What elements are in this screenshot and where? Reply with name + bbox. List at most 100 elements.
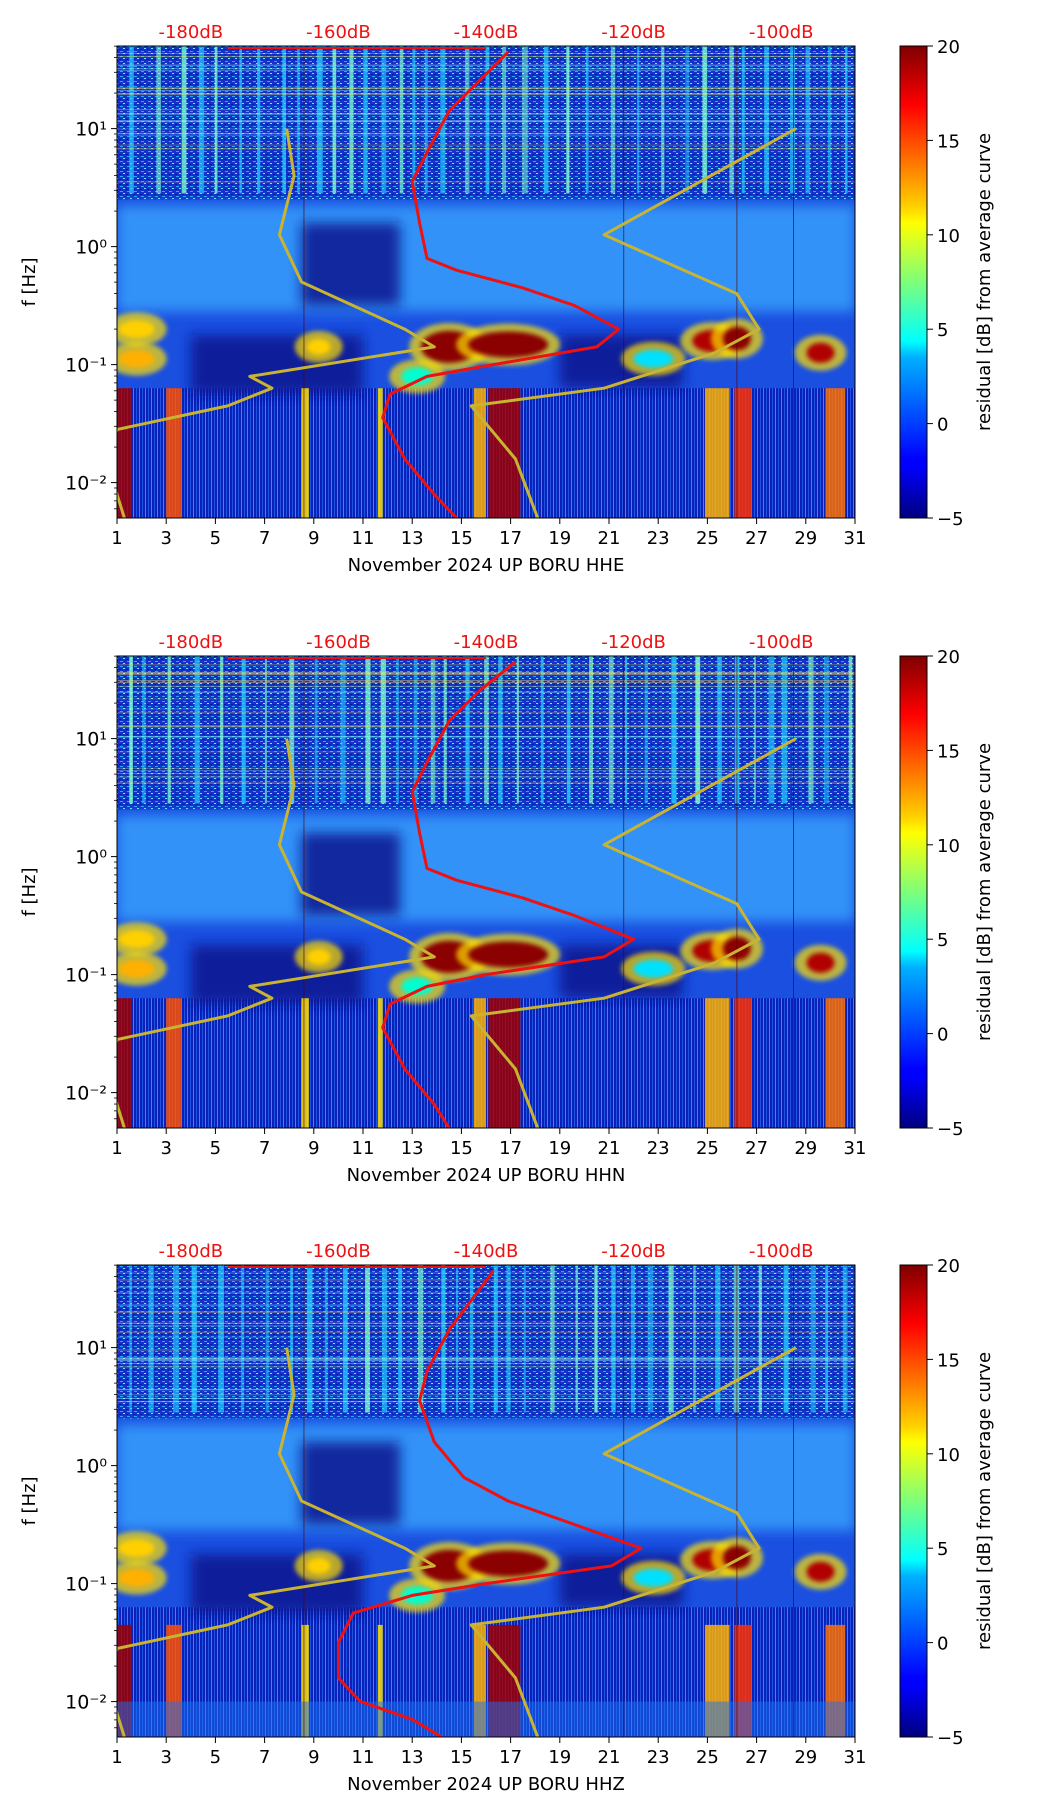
y-tick-label: 10⁻² xyxy=(65,1692,107,1714)
hf-line xyxy=(117,89,855,91)
daily-stripe xyxy=(412,46,416,194)
daily-stripe xyxy=(768,656,775,804)
x-tick-label: 11 xyxy=(352,1138,375,1159)
event-blob xyxy=(118,1568,155,1587)
hf-line xyxy=(117,1286,855,1288)
x-tick-label: 31 xyxy=(844,528,867,549)
hf-line xyxy=(117,1322,855,1324)
y-tick-label: 10⁻¹ xyxy=(65,965,107,987)
daily-stripe xyxy=(382,1265,388,1413)
colorbar-tick-label: 10 xyxy=(937,226,960,247)
noise-model-curve xyxy=(117,1347,436,1737)
hf-line xyxy=(117,1311,855,1313)
hf-line xyxy=(117,121,855,123)
daily-stripe xyxy=(214,46,218,194)
event-blob xyxy=(118,1539,155,1558)
daily-stripe xyxy=(753,656,757,804)
hf-line xyxy=(117,1394,855,1396)
x-tick-label: 29 xyxy=(794,1747,817,1768)
daily-stripe xyxy=(808,656,814,804)
hf-line xyxy=(117,53,855,55)
x-tick-label: 15 xyxy=(450,1138,473,1159)
colorbar-tick-label: 0 xyxy=(937,415,948,436)
daily-stripe xyxy=(624,656,628,804)
daily-stripe xyxy=(465,656,470,804)
x-tick-label: 9 xyxy=(308,528,319,549)
daily-stripe xyxy=(506,1265,511,1413)
event-blob xyxy=(401,977,434,996)
x-tick-label: 3 xyxy=(160,528,171,549)
lf-event-column xyxy=(473,388,486,518)
noise-model-curve xyxy=(469,127,797,518)
event-blob xyxy=(806,1561,835,1582)
top-db-label: -100dB xyxy=(749,22,814,43)
daily-stripe xyxy=(630,1265,636,1413)
x-tick-label: 15 xyxy=(450,1747,473,1768)
colorbar-tick-label: 10 xyxy=(937,1445,960,1466)
quiet-patch xyxy=(301,1442,400,1525)
hf-line xyxy=(117,712,855,714)
lf-event-column xyxy=(377,1624,383,1737)
event-blob xyxy=(633,1568,674,1587)
daily-stripe xyxy=(297,46,300,194)
daily-stripe xyxy=(240,1265,245,1413)
daily-stripe xyxy=(502,46,507,194)
hf-line xyxy=(117,128,855,130)
daily-stripe xyxy=(218,1265,224,1413)
x-tick-label: 1 xyxy=(111,1747,122,1768)
hf-line xyxy=(117,144,855,146)
daily-stripe xyxy=(848,656,853,804)
hf-line xyxy=(117,747,855,749)
hf-line xyxy=(117,1331,855,1333)
quiet-patch xyxy=(301,223,400,306)
hf-line xyxy=(117,94,855,96)
x-tick-label: 17 xyxy=(499,1747,522,1768)
x-tick-label: 7 xyxy=(259,528,270,549)
hf-line xyxy=(117,782,855,784)
colorbar-tick-label: −5 xyxy=(937,509,964,530)
daily-stripe xyxy=(585,46,589,194)
hf-line xyxy=(117,1363,855,1365)
x-tick-label: 5 xyxy=(210,1138,221,1159)
hf-line xyxy=(117,736,855,738)
daily-stripe xyxy=(381,46,387,194)
hf-line xyxy=(117,1358,855,1360)
event-blob xyxy=(468,1550,549,1577)
x-tick-label: 9 xyxy=(308,1747,319,1768)
hf-line xyxy=(117,708,855,710)
daily-stripe xyxy=(758,1265,762,1413)
daily-stripe xyxy=(365,1265,370,1413)
colorbar-tick-label: −5 xyxy=(937,1119,964,1140)
daily-stripe xyxy=(790,46,795,194)
daily-stripe xyxy=(733,1265,740,1413)
x-tick-label: 27 xyxy=(745,528,768,549)
top-db-label: -180dB xyxy=(158,632,223,653)
daily-stripe xyxy=(825,1265,829,1413)
daily-stripe xyxy=(550,1265,555,1413)
daily-stripe xyxy=(290,1265,293,1413)
hf-line xyxy=(117,93,855,95)
daily-stripe xyxy=(636,46,640,194)
daily-stripe xyxy=(543,46,549,194)
average-psd-curve xyxy=(336,1269,643,1737)
daily-stripe xyxy=(398,1265,402,1413)
y-axis-label: f [Hz] xyxy=(19,257,40,306)
hf-line xyxy=(117,87,855,89)
x-tick-label: 1 xyxy=(111,1138,122,1159)
hf-line xyxy=(117,69,855,71)
quiet-patch xyxy=(301,833,400,916)
lf-event-column xyxy=(488,388,521,518)
hf-line xyxy=(117,1401,855,1403)
noise-model-curve xyxy=(117,128,436,518)
y-axis-label: f [Hz] xyxy=(19,867,40,916)
x-tick-label: 21 xyxy=(598,1747,621,1768)
hf-line xyxy=(117,1388,855,1390)
daily-stripe xyxy=(148,1265,154,1413)
daily-stripe xyxy=(363,46,368,194)
x-tick-label: 23 xyxy=(647,1747,670,1768)
hf-line xyxy=(117,691,855,693)
daily-stripe xyxy=(741,46,745,194)
hf-line xyxy=(117,776,855,778)
y-tick-label: 10⁻¹ xyxy=(65,355,107,377)
colorbar-label: residual [dB] from average curve xyxy=(974,1352,995,1650)
